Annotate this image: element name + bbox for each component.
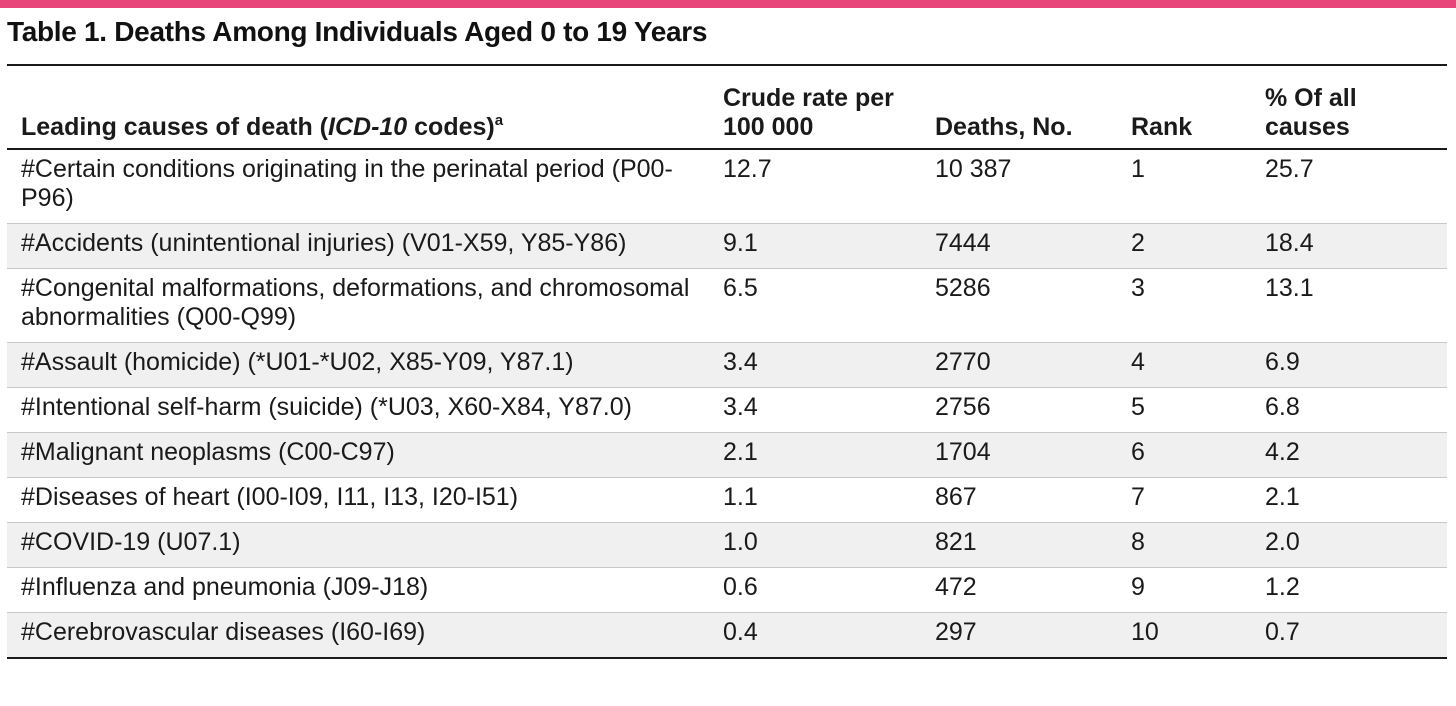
cell-cause: #Influenza and pneumonia (J09-J18) [21, 573, 429, 601]
table-title: Table 1. Deaths Among Individuals Aged 0… [7, 16, 708, 47]
cell-rank: 3 [1131, 274, 1145, 302]
deaths-table: Leading causes of death (ICD-10 codes)a … [7, 64, 1447, 659]
cell-rank: 1 [1131, 155, 1145, 183]
header-rate: Crude rate per 100 000 [723, 84, 894, 141]
cell-pct: 18.4 [1265, 229, 1314, 257]
cell-cause: #Accidents (unintentional injuries) (V01… [21, 229, 627, 257]
cell-pct: 6.9 [1265, 348, 1300, 376]
cell-cause: #Malignant neoplasms (C00-C97) [21, 438, 395, 466]
header-cause: Leading causes of death (ICD-10 codes)a [7, 65, 709, 149]
header-pct: % Of all causes [1265, 84, 1357, 141]
cell-deaths: 1704 [935, 438, 991, 466]
cell-deaths: 297 [935, 618, 977, 646]
cell-pct: 13.1 [1265, 274, 1314, 302]
accent-bar [0, 0, 1456, 8]
cell-rank: 4 [1131, 348, 1145, 376]
cell-pct: 1.2 [1265, 573, 1300, 601]
table-header-row: Leading causes of death (ICD-10 codes)a … [7, 65, 1447, 149]
header-footnote-marker: a [494, 111, 504, 129]
cell-cause: #Assault (homicide) (*U01-*U02, X85-Y09,… [21, 348, 574, 376]
cell-rate: 12.7 [723, 155, 772, 183]
cell-pct: 6.8 [1265, 393, 1300, 421]
cell-rate: 3.4 [723, 393, 758, 421]
cell-pct: 2.0 [1265, 528, 1300, 556]
cell-rank: 6 [1131, 438, 1145, 466]
cell-rank: 5 [1131, 393, 1145, 421]
cell-cause: #Diseases of heart (I00-I09, I11, I13, I… [21, 483, 519, 511]
header-cause-prefix: Leading causes of death ( [21, 113, 329, 141]
table-row: #COVID-19 (U07.1) 1.0 821 8 2.0 [7, 522, 1447, 568]
cell-rank: 8 [1131, 528, 1145, 556]
table-row: #Accidents (unintentional injuries) (V01… [7, 223, 1447, 269]
header-deaths: Deaths, No. [935, 113, 1073, 141]
header-cause-suffix: codes) [407, 113, 495, 141]
cell-rate: 0.4 [723, 618, 758, 646]
cell-rank: 2 [1131, 229, 1145, 257]
table-row: #Assault (homicide) (*U01-*U02, X85-Y09,… [7, 342, 1447, 388]
table-row: #Congenital malformations, deformations,… [7, 269, 1447, 343]
table-row: #Diseases of heart (I00-I09, I11, I13, I… [7, 478, 1447, 523]
table-row: #Cerebrovascular diseases (I60-I69) 0.4 … [7, 612, 1447, 658]
cell-deaths: 821 [935, 528, 977, 556]
cell-pct: 0.7 [1265, 618, 1300, 646]
cell-deaths: 5286 [935, 274, 991, 302]
cell-rate: 0.6 [723, 573, 758, 601]
cell-deaths: 867 [935, 483, 977, 511]
cell-rate: 6.5 [723, 274, 758, 302]
cell-deaths: 2756 [935, 393, 991, 421]
cell-deaths: 472 [935, 573, 977, 601]
table-row: #Certain conditions originating in the p… [7, 149, 1447, 224]
cell-pct: 25.7 [1265, 155, 1314, 183]
cell-cause: #Certain conditions originating in the p… [21, 155, 673, 212]
table-row: #Intentional self-harm (suicide) (*U03, … [7, 388, 1447, 433]
cell-deaths: 10 387 [935, 155, 1012, 183]
cell-cause: #Intentional self-harm (suicide) (*U03, … [21, 393, 632, 421]
cell-rate: 3.4 [723, 348, 758, 376]
header-rank: Rank [1131, 113, 1193, 141]
cell-rank: 10 [1131, 618, 1159, 646]
table-row: #Malignant neoplasms (C00-C97) 2.1 1704 … [7, 432, 1447, 478]
cell-deaths: 7444 [935, 229, 991, 257]
cell-rate: 2.1 [723, 438, 758, 466]
header-cause-italic: ICD-10 [328, 113, 408, 141]
cell-cause: #COVID-19 (U07.1) [21, 528, 241, 556]
cell-rank: 7 [1131, 483, 1145, 511]
cell-rate: 1.1 [723, 483, 758, 511]
cell-deaths: 2770 [935, 348, 991, 376]
cell-cause: #Congenital malformations, deformations,… [21, 274, 690, 331]
cell-rate: 1.0 [723, 528, 758, 556]
cell-pct: 2.1 [1265, 483, 1300, 511]
cell-pct: 4.2 [1265, 438, 1300, 466]
cell-rate: 9.1 [723, 229, 758, 257]
cell-rank: 9 [1131, 573, 1145, 601]
cell-cause: #Cerebrovascular diseases (I60-I69) [21, 618, 426, 646]
table-row: #Influenza and pneumonia (J09-J18) 0.6 4… [7, 568, 1447, 613]
